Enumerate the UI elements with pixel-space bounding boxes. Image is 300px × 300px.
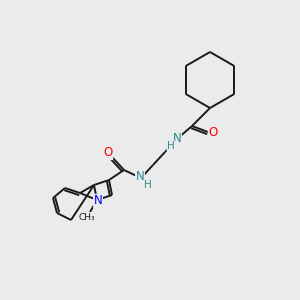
Text: N: N <box>94 194 102 208</box>
Text: H: H <box>144 180 152 190</box>
Text: O: O <box>103 146 112 160</box>
Text: N: N <box>172 131 182 145</box>
Text: CH₃: CH₃ <box>79 212 95 221</box>
Text: H: H <box>167 141 175 151</box>
Text: O: O <box>208 125 217 139</box>
Text: N: N <box>136 170 144 184</box>
